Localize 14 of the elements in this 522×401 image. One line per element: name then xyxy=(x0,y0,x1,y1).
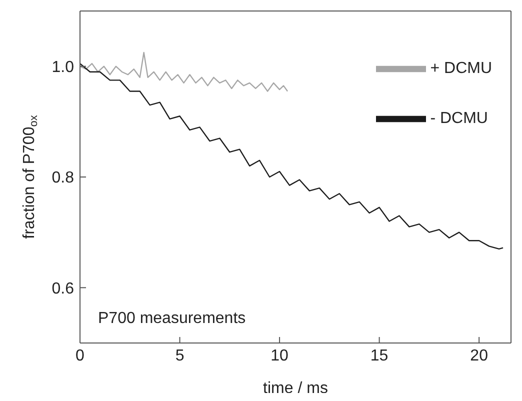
x-tick-label: 20 xyxy=(470,347,488,364)
legend-label: - DCMU xyxy=(430,110,488,128)
y-tick-label: 1.0 xyxy=(52,59,74,76)
x-tick-label: 10 xyxy=(270,347,289,364)
y-tick-label: 0.6 xyxy=(52,280,74,298)
line-series xyxy=(80,62,504,250)
x-tick-label: 5 xyxy=(175,347,184,364)
x-tick-label: 15 xyxy=(370,347,388,364)
y-tick-label: 0.8 xyxy=(52,170,74,187)
annotation: P700 measurements xyxy=(98,310,246,328)
legend-label: + DCMU xyxy=(430,60,492,78)
x-tick-label: 0 xyxy=(76,347,85,364)
line-series xyxy=(80,52,288,92)
x-axis-title: time / ms xyxy=(263,380,328,397)
